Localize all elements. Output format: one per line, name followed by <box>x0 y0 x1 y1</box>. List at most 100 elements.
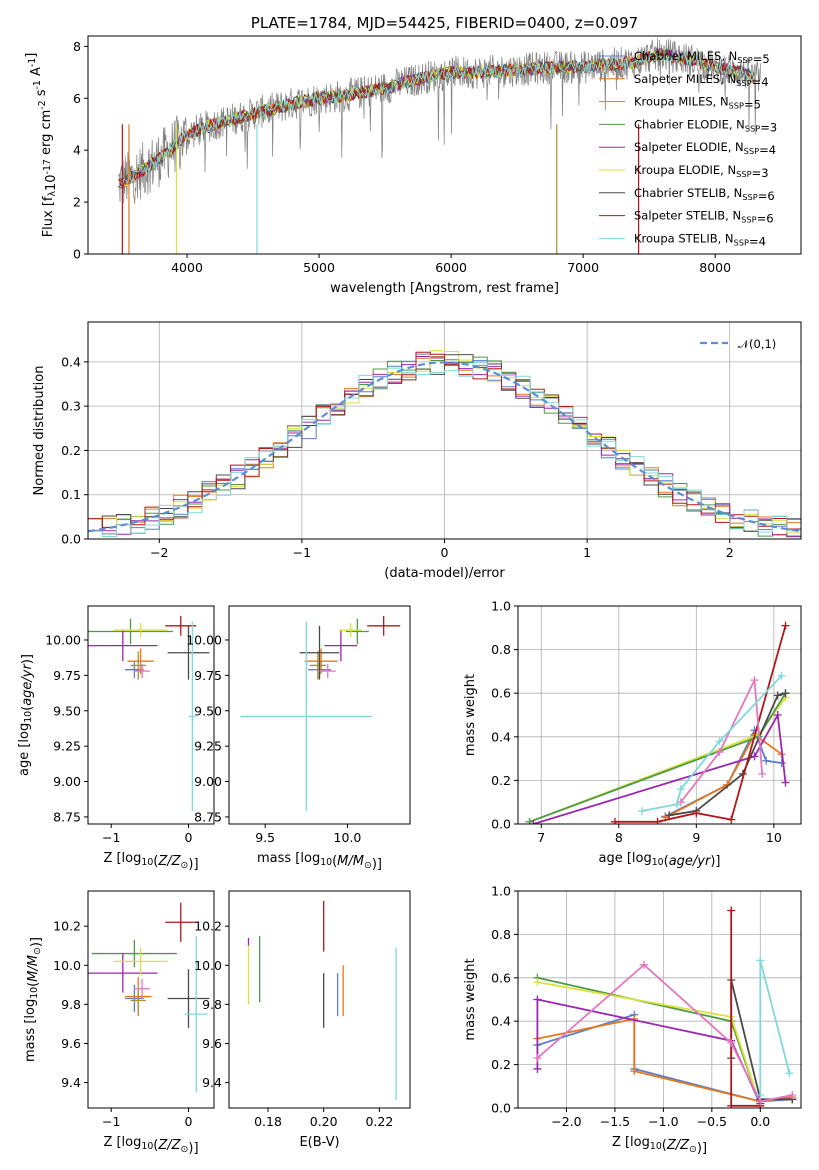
axes-frame <box>87 605 215 825</box>
weight-line <box>680 676 764 803</box>
label-fragment: 10 <box>23 711 34 723</box>
label-fragment: -2 <box>37 100 48 109</box>
label-fragment: Salpeter MILES, N <box>634 72 736 86</box>
label-fragment: Salpeter ELODIE, N <box>634 140 744 154</box>
weight-marker <box>665 811 674 820</box>
y-tick-label: 8.75 <box>53 809 81 824</box>
weight-marker <box>762 756 771 765</box>
label-fragment: Normed distribution <box>32 366 47 496</box>
x-axis-label: Z [log10(Z/Z⊙)] <box>612 1135 707 1156</box>
label-fragment: Kroupa STELIB, N <box>634 231 734 245</box>
weight-marker <box>773 691 782 700</box>
y-tick-label: 10.2 <box>53 919 81 934</box>
label-fragment: ( <box>153 1138 158 1153</box>
label-fragment: s <box>34 89 49 100</box>
histogram-step <box>88 362 801 537</box>
legend-label: Chabrier ELODIE, NSSP=3 <box>634 117 777 134</box>
x-axis-label: mass [log10(M/M⊙)] <box>257 851 382 872</box>
weight-marker <box>750 676 759 685</box>
x-tick-label: 0 <box>185 830 193 845</box>
y-tick-label: 0.2 <box>491 773 511 788</box>
y-tick-label: 9.4 <box>202 1075 222 1090</box>
y-tick-label: 9.00 <box>194 774 222 789</box>
weight-marker <box>715 748 724 757</box>
label-fragment: SSP <box>745 123 760 133</box>
label-fragment: 𝒩(0,1) <box>738 337 776 351</box>
x-tick-label: −2 <box>150 545 168 560</box>
y-tick-label: 0.6 <box>491 686 511 701</box>
weight-marker <box>630 1067 639 1076</box>
y-axis-label: mass weight <box>463 958 478 1040</box>
label-fragment: 10 <box>141 857 153 868</box>
x-axis-label: Z [log10(Z/Z⊙)] <box>103 851 198 872</box>
label-fragment: 10 <box>44 174 59 191</box>
y-tick-label: 0.6 <box>491 970 511 985</box>
label-fragment: =6 <box>757 212 774 226</box>
weight-marker <box>676 785 685 794</box>
weight-marker <box>533 1064 542 1073</box>
label-fragment: SSP <box>734 237 749 247</box>
label-fragment: =5 <box>753 52 770 66</box>
label-fragment: 10 <box>29 987 40 999</box>
weight-marker <box>758 769 767 778</box>
model-line <box>118 48 756 188</box>
label-fragment: erg cm <box>39 110 54 159</box>
plot-area <box>533 906 797 1108</box>
label-fragment: Chabrier ELODIE, N <box>634 117 745 131</box>
y-tick-label: 0.8 <box>491 642 511 657</box>
label-fragment: )] <box>20 654 35 664</box>
x-tick-label: −0.5 <box>697 1114 727 1129</box>
panel-mass-weight-vs-Z: −2.0 −1.5 −1.0 −0.5 0.0 0.0 0.2 0.4 0.6 0.8 1.0 Z [… <box>463 884 802 1156</box>
y-tick-label: 0.0 <box>61 532 81 547</box>
weight-marker <box>727 906 736 915</box>
label-fragment: mass [log <box>257 851 320 866</box>
label-fragment: age [log <box>17 723 32 776</box>
label-fragment: SSP <box>744 146 759 156</box>
weight-marker <box>756 1090 765 1099</box>
plot-area <box>88 902 210 1093</box>
label-fragment: age/yr <box>669 854 712 869</box>
weight-marker <box>773 711 782 719</box>
weight-marker <box>750 752 759 761</box>
label-fragment: SSP <box>742 192 757 202</box>
label-fragment: -17 <box>42 159 53 174</box>
y-tick-label: 8 <box>73 39 81 54</box>
legend-label: Kroupa MILES, NSSP=5 <box>634 95 761 112</box>
label-fragment: SSP <box>736 169 751 179</box>
weight-line <box>533 712 787 824</box>
weight-line <box>641 675 783 812</box>
x-axis-label: E(B-V) <box>299 1135 339 1150</box>
label-fragment: (data-model)/error <box>384 566 505 581</box>
weight-marker <box>639 960 648 969</box>
legend-label: Salpeter ELODIE, NSSP=4 <box>634 140 776 157</box>
label-fragment: mass weight <box>463 674 478 756</box>
label-fragment: ] <box>24 53 39 58</box>
x-tick-label: 0.0 <box>750 1114 770 1129</box>
weight-line <box>669 692 786 817</box>
panel-mass-vs-Z: −1 09.49.69.810.010.2Z [log10(Z/Z⊙)]mass … <box>23 890 215 1156</box>
weight-marker <box>727 815 736 824</box>
weight-marker <box>533 995 542 1004</box>
label-fragment: SSP <box>729 101 744 111</box>
legend-label: Kroupa STELIB, NSSP=4 <box>634 231 766 248</box>
y-tick-label: 9.25 <box>194 739 222 754</box>
label-fragment: -1 <box>27 58 38 67</box>
y-tick-label: 10.00 <box>186 632 222 647</box>
label-fragment: age [log <box>598 851 651 866</box>
label-fragment: =5 <box>744 98 761 112</box>
weight-marker <box>715 737 724 746</box>
label-fragment: λ <box>47 190 58 196</box>
y-tick-label: 1.0 <box>491 884 511 899</box>
label-fragment: 10 <box>320 857 332 868</box>
legend-label: Chabrier STELIB, NSSP=6 <box>634 186 775 203</box>
panel-spectrum: 4000 5000 6000 7000 8000 0 2 4 6 8 wavelength [Ang… <box>24 14 802 296</box>
weight-marker <box>781 689 790 698</box>
x-tick-label: 7 <box>537 830 545 845</box>
x-tick-label: 0 <box>185 1114 193 1129</box>
label-fragment: )] <box>710 854 720 869</box>
y-tick-label: 0.3 <box>61 399 81 414</box>
legend-label: Chabrier MILES, NSSP=5 <box>634 49 770 66</box>
y-tick-label: 0.0 <box>491 817 511 832</box>
x-tick-label: −1 <box>102 1114 120 1129</box>
